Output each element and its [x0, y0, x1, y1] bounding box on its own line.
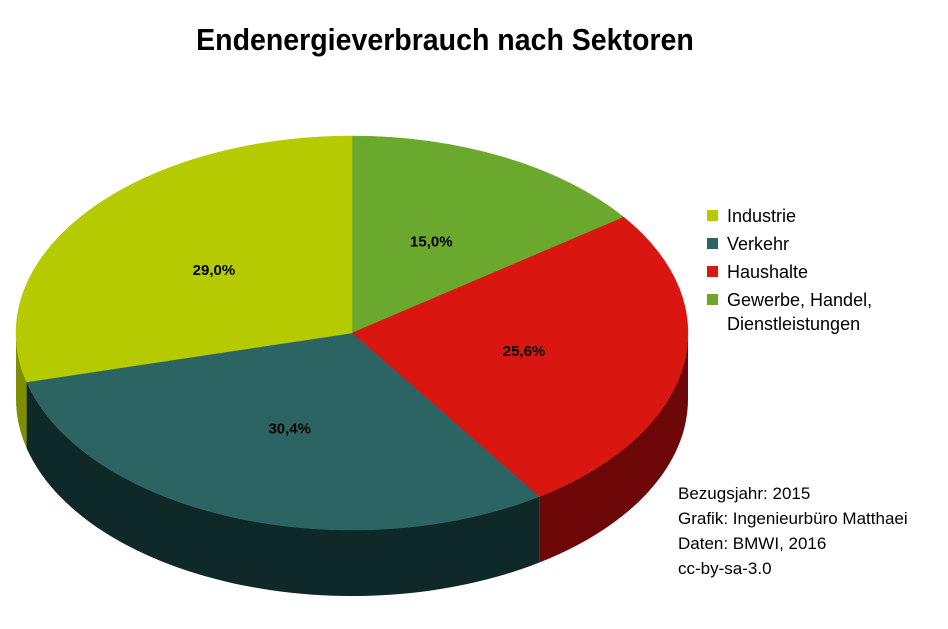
- legend-label-gewerbe-line2: Dienstleistungen: [727, 314, 861, 334]
- pie-side-verkehr: [26, 381, 540, 596]
- pie-slice-verkehr: [26, 332, 540, 531]
- legend-swatch-gewerbe: [707, 294, 718, 305]
- pie-slices: [15, 135, 689, 531]
- legend-label-verkehr: Verkehr: [727, 234, 790, 254]
- legend: Industrie Verkehr Haushalte Gewerbe, Han…: [707, 200, 872, 336]
- pie-slice-gewerbe: [351, 135, 625, 334]
- source-reference-year: Bezugsjahr: 2015: [678, 484, 811, 503]
- legend-item-gewerbe: Gewerbe, Handel, Dienstleistungen: [707, 284, 872, 336]
- chart-title: Endenergieverbrauch nach Sektoren: [196, 22, 694, 57]
- pie-label-gewerbe: 15,0%: [410, 234, 453, 251]
- pie-3d-sides: [15, 333, 688, 596]
- pie-label-industrie: 29,0%: [193, 262, 236, 279]
- legend-label-industrie: Industrie: [727, 206, 797, 226]
- legend-item-verkehr: Verkehr: [707, 228, 872, 256]
- legend-swatch-industrie: [707, 210, 718, 221]
- legend-label-gewerbe-line1: Gewerbe, Handel,: [727, 290, 873, 310]
- legend-label-haushalte: Haushalte: [727, 262, 809, 282]
- pie-side-industrie: [15, 333, 27, 448]
- source-note: Bezugsjahr: 2015 Grafik: Ingenieurbüro M…: [678, 481, 908, 581]
- pie-slice-industrie: [15, 135, 353, 383]
- legend-item-haushalte: Haushalte: [707, 256, 872, 284]
- source-data-credit: Daten: BMWI, 2016: [678, 534, 827, 553]
- pie-data-labels: 15,0% 25,6% 30,4% 29,0%: [193, 234, 546, 438]
- legend-item-industrie: Industrie: [707, 200, 872, 228]
- pie-label-verkehr: 30,4%: [268, 421, 311, 438]
- source-graphic-credit: Grafik: Ingenieurbüro Matthaei: [678, 509, 908, 528]
- pie-slice-haushalte: [351, 216, 689, 497]
- source-license: cc-by-sa-3.0: [678, 559, 772, 578]
- pie-side-haushalte: [539, 333, 688, 563]
- legend-swatch-verkehr: [707, 238, 718, 249]
- pie-label-haushalte: 25,6%: [503, 343, 546, 360]
- legend-swatch-haushalte: [707, 266, 718, 277]
